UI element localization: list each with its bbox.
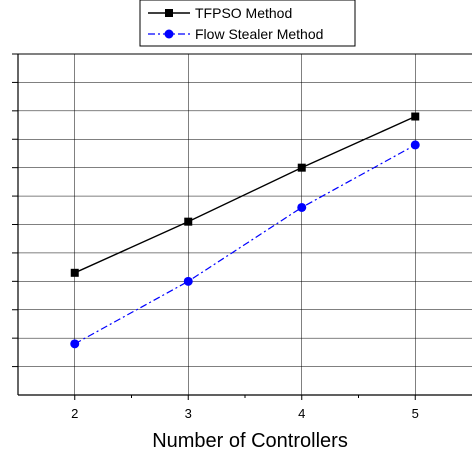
x-tick-label: 4 (298, 406, 305, 421)
series-line-1 (74, 144, 416, 345)
legend-marker-flow-stealer (164, 29, 174, 39)
legend-label-tfpso: TFPSO Method (195, 5, 292, 21)
x-tick-label: 2 (71, 406, 78, 421)
grid-lines (18, 53, 472, 395)
legend: TFPSO Method Flow Stealer Method (139, 0, 356, 47)
x-tick-label: 5 (412, 406, 419, 421)
legend-box (139, 0, 356, 47)
x-axis-title: Number of Controllers (152, 430, 348, 452)
series-layer (70, 112, 420, 349)
data-point (410, 140, 420, 150)
data-point (411, 112, 420, 121)
x-tick-label: 3 (185, 406, 192, 421)
data-point (70, 339, 80, 349)
data-point (297, 163, 306, 172)
data-point (183, 276, 193, 286)
tick-marks (12, 53, 416, 400)
data-point (70, 268, 79, 277)
series-line-0 (74, 115, 416, 274)
data-point (297, 202, 307, 212)
legend-label-flow-stealer: Flow Stealer Method (195, 26, 323, 42)
legend-marker-tfpso (165, 9, 173, 17)
x-tick-labels: 2 3 4 5 (71, 406, 419, 421)
data-point (184, 217, 193, 226)
